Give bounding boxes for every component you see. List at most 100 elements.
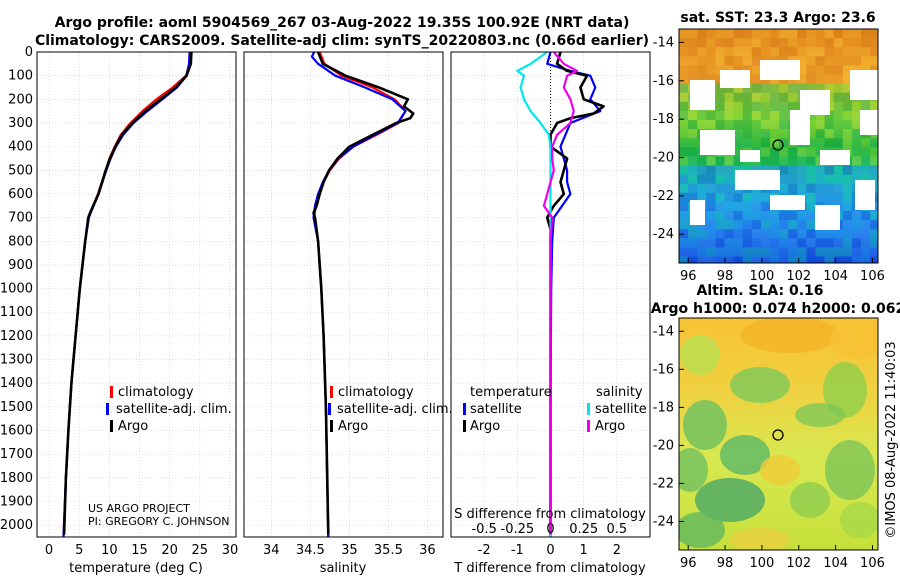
- sst-cell: [724, 165, 734, 175]
- sst-cell: [824, 256, 834, 263]
- series-argo: [62, 52, 193, 535]
- sst-cell: [833, 56, 843, 66]
- sst-cell: [779, 138, 789, 148]
- sst-cell: [833, 92, 843, 102]
- sst-cell: [724, 29, 734, 39]
- sst-cell: [679, 211, 689, 221]
- sst-cell: [715, 229, 725, 239]
- sst-cell: [760, 120, 771, 130]
- x-tick-label: 15: [131, 543, 148, 558]
- sst-cell: [679, 56, 689, 66]
- sla-map-title2: Argo h1000: 0.074 h2000: 0.062: [651, 301, 900, 317]
- x-tick-label: 0: [546, 543, 554, 558]
- sst-cell: [679, 110, 689, 121]
- sst-cell: [861, 220, 871, 230]
- sst-cell: [797, 165, 807, 175]
- sst-cell: [733, 256, 743, 263]
- lon-tick-label: 100: [750, 269, 775, 284]
- sst-cell: [788, 47, 798, 57]
- sst-cell: [851, 101, 862, 111]
- float-marker: [772, 139, 784, 151]
- sst-cell: [715, 220, 725, 230]
- legend-swatch-s-satellite: [587, 403, 590, 415]
- lon-tick-label: 102: [786, 556, 811, 571]
- lat-tick-label: -14: [653, 35, 674, 50]
- sst-cell: [806, 211, 816, 221]
- sst-cell: [742, 238, 752, 248]
- sst-cell: [733, 147, 743, 157]
- sst-cell: [870, 256, 878, 263]
- sst-cell: [724, 92, 734, 102]
- sst-cell: [797, 174, 807, 184]
- lat-tick-label: -16: [653, 362, 674, 377]
- y-tick-label: 700: [8, 211, 33, 226]
- sst-cell: [688, 56, 698, 66]
- sla-anomaly: [683, 400, 727, 450]
- sst-cell: [861, 147, 871, 157]
- sst-cell: [697, 38, 707, 48]
- sst-cell: [724, 101, 734, 111]
- sst-cell: [724, 174, 734, 184]
- sst-cell: [697, 29, 707, 39]
- sst-cell: [760, 156, 771, 166]
- sst-cell: [706, 174, 716, 184]
- temperature-legend: climatology satellite-adj. clim. Argo: [106, 385, 232, 434]
- difference-legend: temperature satellite Argo salinity sate…: [463, 385, 647, 434]
- sst-cell: [788, 165, 798, 175]
- sst-cell: [842, 120, 852, 130]
- sst-cell: [751, 220, 761, 230]
- sst-cell: [742, 247, 752, 257]
- sst-cell: [760, 38, 771, 48]
- sst-cell: [861, 29, 871, 39]
- sst-cell: [679, 220, 689, 230]
- sst-cell: [806, 165, 816, 175]
- sst-cell: [760, 92, 771, 102]
- sst-cell: [697, 238, 707, 248]
- y-tick-label: 1400: [0, 376, 33, 391]
- sla-anomaly: [720, 435, 770, 475]
- x-tick-label: 34: [263, 543, 280, 558]
- sst-cell: [815, 29, 825, 39]
- sst-cell: [697, 74, 707, 84]
- sst-cell: [815, 183, 825, 193]
- sst-cell: [733, 201, 743, 212]
- sst-cell: [815, 138, 825, 148]
- sst-cell: [842, 192, 852, 202]
- sst-cell: [861, 38, 871, 48]
- temperature-grid: [37, 51, 236, 537]
- sst-cell: [688, 110, 698, 121]
- sst-cell: [806, 65, 816, 75]
- sst-cell: [715, 211, 725, 221]
- sst-cell: [824, 138, 834, 148]
- sst-cell: [733, 83, 743, 93]
- sst-cell: [697, 174, 707, 184]
- sst-cell: [688, 129, 698, 139]
- sst-cell: [742, 120, 752, 130]
- sst-cell: [706, 165, 716, 175]
- missing-data-patch: [860, 110, 878, 135]
- y-tick-label: 600: [8, 187, 33, 202]
- sst-cell: [733, 192, 743, 202]
- figure-title-line1: Argo profile: aoml 5904569_267 03-Aug-20…: [55, 15, 630, 31]
- sst-cell: [742, 138, 752, 148]
- sst-cell: [760, 147, 771, 157]
- sst-cell: [715, 83, 725, 93]
- sst-cell: [688, 247, 698, 257]
- sst-cell: [706, 256, 716, 263]
- sst-cell: [715, 92, 725, 102]
- sst-cell: [824, 110, 834, 121]
- sst-cell: [861, 247, 871, 257]
- missing-data-patch: [690, 200, 705, 225]
- sst-cell: [842, 47, 852, 57]
- sst-cell: [851, 156, 862, 166]
- sst-cell: [697, 165, 707, 175]
- temperature-xlabel: temperature (deg C): [69, 561, 203, 576]
- sst-cell: [715, 192, 725, 202]
- sst-cell: [861, 238, 871, 248]
- sst-cell: [751, 120, 761, 130]
- sla-anomaly: [760, 455, 800, 485]
- sst-cell: [751, 138, 761, 148]
- sst-cell: [779, 229, 789, 239]
- difference-panel: -2 -1 0 1 2 -0.5 -0.25 0 0.25 0.5 T difference fr…: [450, 51, 651, 576]
- sst-cell: [715, 256, 725, 263]
